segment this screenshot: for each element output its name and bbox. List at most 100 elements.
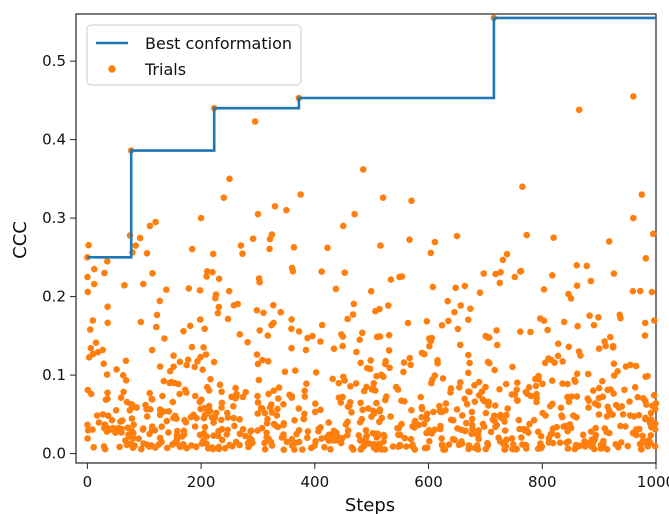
trial-point: [542, 412, 549, 419]
trial-point: [500, 439, 508, 446]
trial-point: [266, 245, 273, 253]
trial-point: [376, 333, 384, 340]
trial-point: [90, 444, 97, 451]
trial-point: [559, 358, 566, 365]
trial-point: [173, 432, 181, 439]
trial-point: [283, 438, 291, 446]
trial-point: [463, 400, 471, 408]
trial-point: [301, 410, 308, 418]
trial-point: [585, 404, 592, 411]
trial-point: [456, 341, 464, 349]
trial-point: [563, 439, 570, 446]
trial-point: [616, 311, 623, 319]
trial-point: [261, 446, 269, 453]
trial-point: [385, 302, 392, 309]
trial-point: [161, 335, 168, 342]
trial-point: [383, 393, 390, 400]
trial-point: [156, 297, 164, 305]
trial-point: [318, 321, 326, 329]
trial-point: [650, 392, 658, 399]
trial-point: [89, 350, 97, 358]
trial-point: [92, 339, 100, 347]
trial-point: [268, 231, 276, 238]
trial-point: [140, 425, 147, 432]
trial-point: [138, 445, 145, 453]
trial-point: [475, 378, 483, 386]
trial-point: [652, 400, 660, 407]
trial-point: [225, 287, 233, 295]
trial-point: [205, 387, 213, 394]
trial-point: [215, 275, 223, 283]
trial-point: [84, 421, 91, 429]
trial-point: [188, 245, 196, 253]
trial-point: [367, 288, 375, 295]
trial-point: [181, 416, 188, 424]
plot-frame: [75, 13, 657, 464]
trial-point: [629, 287, 637, 295]
trial-point: [341, 377, 349, 384]
trial-point: [236, 331, 244, 338]
trial-point: [355, 432, 363, 439]
trial-point: [364, 405, 372, 412]
trial-point: [363, 364, 371, 372]
trial-point: [93, 412, 101, 419]
trial-point: [370, 407, 377, 415]
trial-point: [140, 440, 147, 447]
trial-point: [329, 375, 337, 383]
trial-point: [492, 402, 499, 409]
trial-point: [229, 442, 236, 450]
trial-point: [165, 429, 172, 436]
trial-point: [499, 256, 507, 264]
trial-point: [359, 166, 367, 173]
trial-point: [270, 301, 277, 309]
trial-point: [523, 445, 530, 452]
trial-point: [609, 344, 617, 351]
trial-point: [431, 426, 439, 434]
trial-point: [482, 383, 489, 391]
trial-point: [321, 443, 328, 451]
trial-point: [631, 384, 639, 391]
trial-point: [465, 316, 472, 324]
trial-point: [275, 395, 282, 402]
trial-point: [567, 295, 575, 302]
trial-point: [476, 289, 484, 297]
trial-point: [453, 406, 461, 413]
trial-point: [242, 388, 249, 396]
trial-point: [113, 366, 120, 373]
trial-point: [253, 351, 261, 358]
trial-point: [427, 249, 435, 257]
trial-point: [84, 253, 91, 261]
trial-point: [102, 396, 110, 404]
trial-point: [101, 421, 109, 428]
trial-point: [286, 391, 293, 399]
trial-point: [200, 414, 208, 422]
trial-point: [423, 410, 431, 418]
trial-point: [381, 446, 389, 453]
trial-point: [630, 214, 637, 222]
trial-point: [610, 372, 618, 379]
trial-point: [626, 398, 633, 405]
trial-point: [85, 241, 92, 249]
trial-point: [203, 433, 210, 440]
trial-point: [504, 405, 511, 412]
trial-point: [193, 414, 200, 422]
trial-point: [595, 411, 603, 418]
trial-point: [153, 323, 160, 331]
trial-point: [468, 415, 476, 423]
trial-point: [119, 372, 127, 379]
trial-point: [84, 288, 92, 296]
trial-point: [348, 444, 356, 451]
trial-point: [216, 381, 224, 389]
trial-point: [130, 421, 137, 429]
trial-point: [196, 398, 203, 406]
trial-point: [212, 294, 219, 302]
trial-point: [231, 422, 238, 430]
trial-point: [606, 429, 613, 437]
trial-point: [445, 317, 452, 325]
trial-point: [550, 234, 557, 241]
trial-point: [533, 398, 540, 406]
trial-point: [442, 400, 450, 407]
trial-point: [203, 273, 210, 280]
